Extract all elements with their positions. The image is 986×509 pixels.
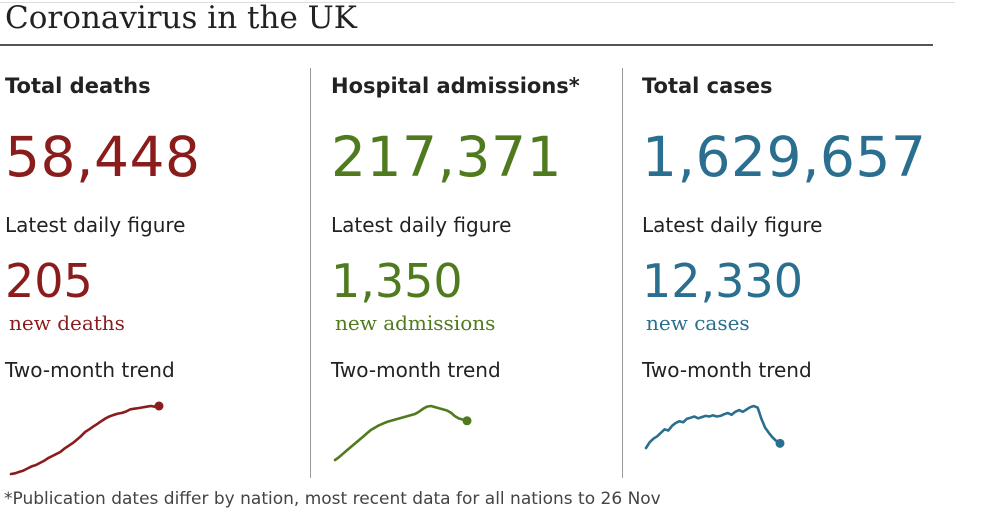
panel-header: Total deaths — [5, 74, 151, 98]
trend-label: Two-month trend — [642, 358, 812, 382]
trend-sparkline — [644, 404, 785, 450]
daily-figure-value: 12,330 — [642, 254, 803, 308]
trend-end-dot — [462, 416, 472, 426]
title-divider — [0, 44, 933, 46]
top-border — [0, 2, 955, 3]
total-value: 58,448 — [5, 125, 201, 189]
page-title: Coronavirus in the UK — [5, 0, 357, 36]
daily-figure-label: Latest daily figure — [642, 213, 823, 237]
daily-figure-label: Latest daily figure — [5, 213, 186, 237]
total-value: 217,371 — [331, 125, 562, 189]
panel-header: Hospital admissions* — [331, 74, 580, 98]
daily-figure-unit: new cases — [646, 311, 750, 335]
panel-header: Total cases — [642, 74, 773, 98]
panel-total-deaths: Total deaths 58,448 Latest daily figure … — [5, 0, 300, 480]
daily-figure-unit: new deaths — [9, 311, 125, 335]
panel-hospital-admissions: Hospital admissions* 217,371 Latest dail… — [331, 0, 611, 480]
daily-figure-unit: new admissions — [335, 311, 496, 335]
daily-figure-label: Latest daily figure — [331, 213, 512, 237]
trend-end-dot — [154, 401, 164, 411]
panel-total-cases: Total cases 1,629,657 Latest daily figur… — [642, 0, 942, 480]
trend-label: Two-month trend — [5, 358, 175, 382]
daily-figure-value: 1,350 — [331, 254, 463, 308]
trend-line — [644, 404, 782, 450]
trend-sparkline — [333, 404, 472, 462]
trend-line — [9, 404, 161, 476]
trend-line — [333, 404, 469, 462]
column-divider — [622, 68, 623, 478]
trend-end-dot — [775, 438, 785, 448]
trend-sparkline — [9, 401, 164, 476]
trend-label: Two-month trend — [331, 358, 501, 382]
daily-figure-value: 205 — [5, 254, 93, 308]
total-value: 1,629,657 — [642, 125, 927, 189]
column-divider — [310, 68, 311, 478]
footnote: *Publication dates differ by nation, mos… — [4, 489, 661, 509]
